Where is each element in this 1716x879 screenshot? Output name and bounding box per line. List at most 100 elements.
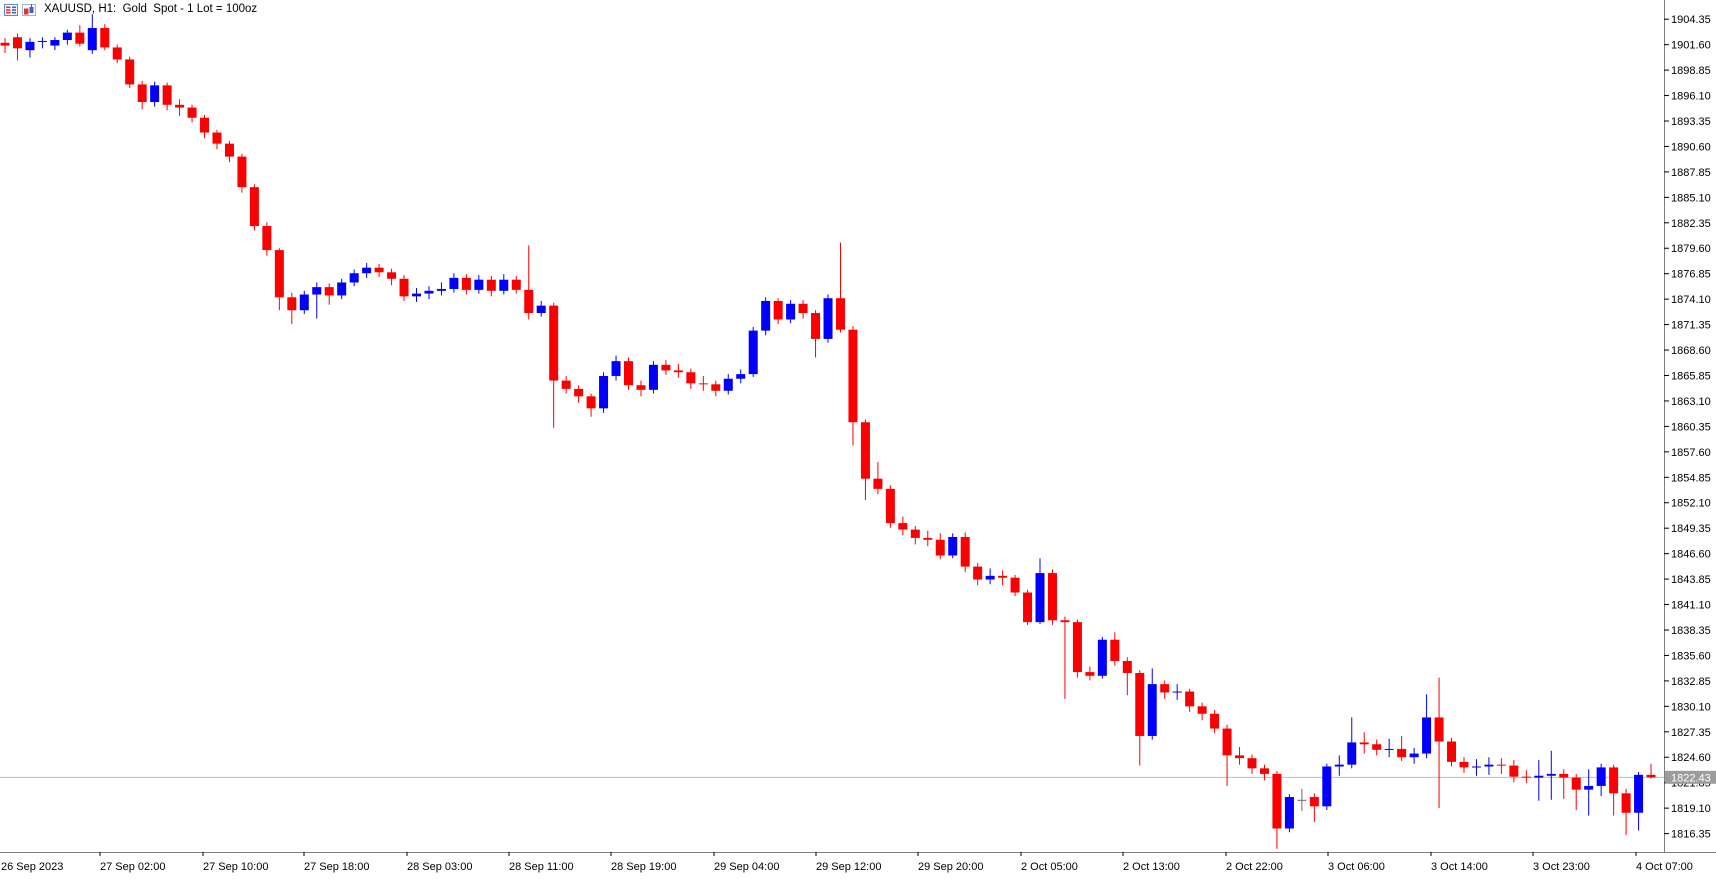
time-tick-label: 26 Sep 2023 xyxy=(1,861,63,873)
candle-body xyxy=(287,297,297,311)
price-tick-label: 1896.10 xyxy=(1671,91,1711,103)
candle-body xyxy=(137,84,147,103)
candle-body xyxy=(1359,742,1369,745)
candle-body xyxy=(1235,755,1245,759)
candle-body xyxy=(835,298,845,330)
candle-body xyxy=(0,42,10,46)
candle-body xyxy=(686,372,696,384)
price-tick-label: 1835.60 xyxy=(1671,650,1711,662)
candle-body xyxy=(1347,742,1357,765)
price-tick-label: 1827.35 xyxy=(1671,727,1711,739)
candle-body xyxy=(249,187,259,227)
price-tick-label: 1893.35 xyxy=(1671,116,1711,128)
candle-body xyxy=(37,40,47,42)
time-tick-label: 29 Sep 04:00 xyxy=(714,861,779,873)
candle-body xyxy=(499,279,509,291)
candle-body xyxy=(436,288,446,291)
price-tick-label: 1816.35 xyxy=(1671,829,1711,841)
candle-body xyxy=(237,156,247,188)
price-tick-label: 1860.35 xyxy=(1671,421,1711,433)
candle-body xyxy=(1634,774,1644,813)
candle-body xyxy=(948,536,958,556)
time-tick-label: 2 Oct 13:00 xyxy=(1123,861,1180,873)
quotes-table-icon[interactable] xyxy=(4,3,18,16)
time-tick-label: 2 Oct 22:00 xyxy=(1226,861,1283,873)
candle-body xyxy=(1521,776,1531,778)
candle-body xyxy=(1621,793,1631,813)
candle-body xyxy=(1047,573,1057,621)
candle-body xyxy=(87,27,97,51)
candle-body xyxy=(1559,773,1569,778)
candle-body xyxy=(1085,672,1095,676)
candle-body xyxy=(1596,767,1606,786)
candle-body xyxy=(387,272,397,279)
candle-body xyxy=(1010,577,1020,593)
time-tick-label: 3 Oct 14:00 xyxy=(1431,861,1488,873)
candle-body xyxy=(312,287,322,295)
candlestick-mini-icon[interactable] xyxy=(22,3,36,16)
candle-body xyxy=(524,289,534,314)
candle-body xyxy=(985,575,995,580)
candle-body xyxy=(1484,764,1494,767)
candle-body xyxy=(212,132,222,144)
candle-body xyxy=(898,523,908,530)
candle-body xyxy=(1072,622,1082,673)
time-tick-label: 27 Sep 18:00 xyxy=(304,861,369,873)
candle-body xyxy=(773,300,783,320)
chart-header: XAUUSD, H1: Gold Spot - 1 Lot = 100oz xyxy=(4,3,257,16)
time-tick-label: 28 Sep 11:00 xyxy=(509,861,574,873)
candle-body xyxy=(611,361,621,376)
time-tick-label: 27 Sep 02:00 xyxy=(100,861,165,873)
time-tick-label: 3 Oct 23:00 xyxy=(1533,861,1590,873)
candle-body xyxy=(1309,797,1319,807)
candle-body xyxy=(1272,773,1282,829)
time-tick-label: 28 Sep 03:00 xyxy=(407,861,472,873)
candle-body xyxy=(711,384,721,391)
candle-body xyxy=(960,536,970,567)
candle-body xyxy=(125,59,135,85)
candle-body xyxy=(761,300,771,331)
price-tick-label: 1843.85 xyxy=(1671,574,1711,586)
candle-body xyxy=(1372,744,1382,750)
price-tick-label: 1898.85 xyxy=(1671,65,1711,77)
candle-body xyxy=(200,117,210,133)
candle-body xyxy=(349,273,359,283)
price-tick-label: 1871.35 xyxy=(1671,320,1711,332)
time-tick-label: 2 Oct 05:00 xyxy=(1021,861,1078,873)
price-tick-label: 1865.85 xyxy=(1671,370,1711,382)
candle-body xyxy=(860,422,870,479)
candle-body xyxy=(549,305,559,381)
candle-body xyxy=(1135,673,1145,736)
price-tick-label: 1854.85 xyxy=(1671,472,1711,484)
price-tick-label: 1852.10 xyxy=(1671,498,1711,510)
candle-body xyxy=(75,32,85,44)
candle-body xyxy=(1334,764,1344,767)
candle-body xyxy=(337,282,347,296)
candle-body xyxy=(424,290,434,294)
candle-body xyxy=(910,529,920,538)
candle-body xyxy=(162,85,172,105)
candle-body xyxy=(175,104,185,108)
candle-body xyxy=(599,375,609,409)
candle-body xyxy=(150,85,160,103)
candle-body xyxy=(1496,764,1506,766)
candle-body xyxy=(461,277,471,290)
candle-body xyxy=(1185,691,1195,707)
candle-body xyxy=(848,329,858,423)
candle-body xyxy=(187,107,197,118)
candle-body xyxy=(1172,691,1182,693)
price-tick-label: 1830.10 xyxy=(1671,701,1711,713)
candle-body xyxy=(12,37,22,49)
candle-body xyxy=(1397,748,1407,758)
time-tick-label: 29 Sep 12:00 xyxy=(816,861,881,873)
candle-body xyxy=(1210,713,1220,729)
candle-body xyxy=(923,537,933,540)
candle-body xyxy=(1422,717,1432,754)
price-tick-label: 1879.60 xyxy=(1671,243,1711,255)
candle-body xyxy=(1447,741,1457,762)
price-tick-label: 1868.60 xyxy=(1671,345,1711,357)
bid-price-badge xyxy=(1665,770,1716,784)
candle-body xyxy=(100,27,110,48)
candle-body xyxy=(1284,797,1294,829)
